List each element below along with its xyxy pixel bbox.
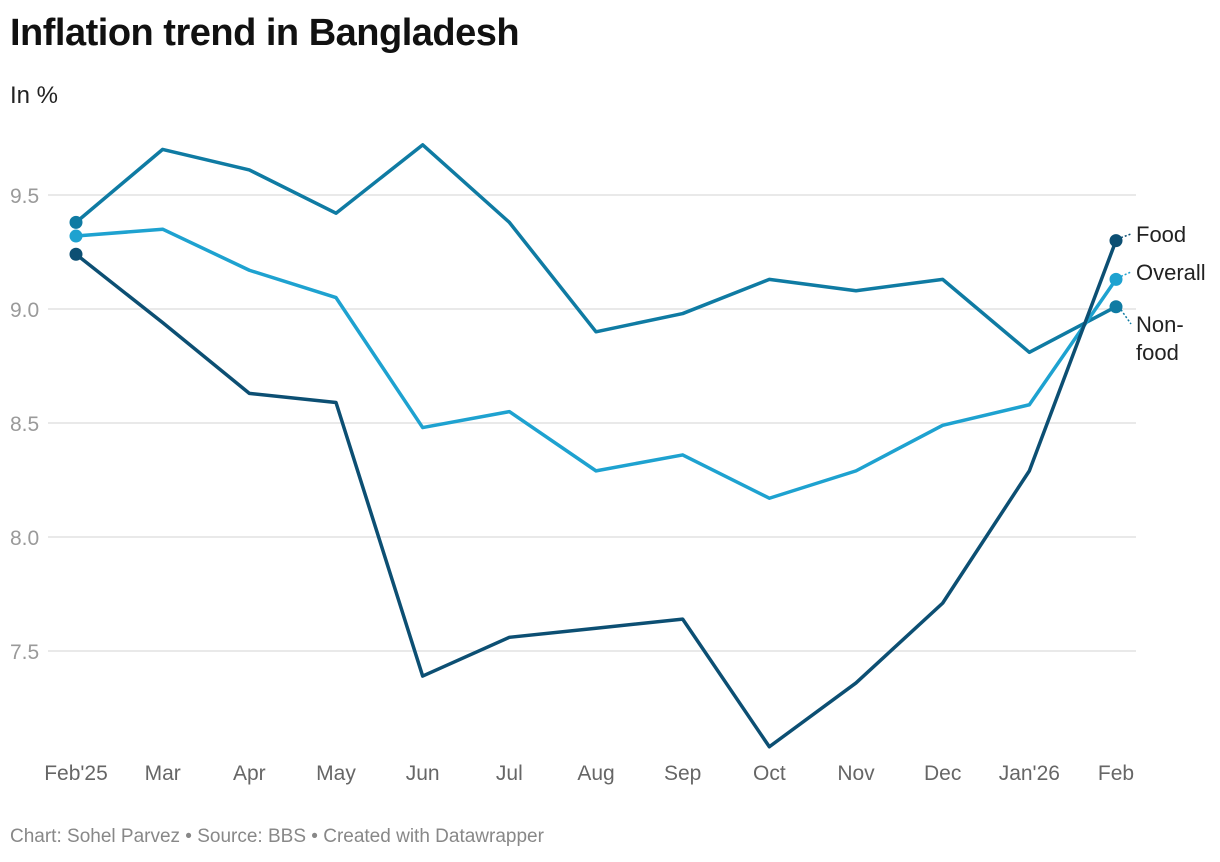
data-point-food [1109, 234, 1123, 248]
data-point-overall [1109, 272, 1123, 286]
tick-label-bg [8, 411, 48, 435]
data-point-non-food [69, 215, 83, 229]
data-point-non-food [1109, 300, 1123, 314]
y-tick-label: 8.0 [10, 527, 39, 550]
x-tick-label: Oct [753, 762, 786, 785]
data-point-food [69, 247, 83, 261]
tick-label-bg [8, 525, 48, 549]
chart-title: Inflation trend in Bangladesh [10, 12, 520, 54]
x-tick-label: Jul [496, 762, 523, 785]
label-connector [1120, 309, 1132, 325]
y-tick-label: 7.5 [10, 641, 39, 664]
tick-label-bg [8, 183, 48, 207]
series-label-non-food: food [1136, 340, 1179, 365]
data-point-overall [69, 229, 83, 243]
series-label-non-food: Non- [1136, 312, 1184, 337]
series-line-food [74, 239, 1118, 749]
label-connector [1120, 271, 1132, 278]
series-label-overall: Overall [1136, 260, 1206, 285]
x-tick-label: Dec [924, 762, 961, 785]
y-tick-label: 9.5 [10, 185, 39, 208]
label-connector [1120, 233, 1132, 239]
chart-footer: Chart: Sohel Parvez • Source: BBS • Crea… [10, 826, 544, 847]
series-label-food: Food [1136, 222, 1186, 247]
tick-label-bg [8, 639, 48, 663]
x-tick-label: Mar [145, 762, 181, 785]
tick-label-bg [8, 297, 48, 321]
series-line-overall [75, 227, 1118, 500]
x-tick-label: Aug [577, 762, 614, 785]
x-tick-label: Nov [837, 762, 875, 785]
y-tick-label: 8.5 [10, 413, 39, 436]
y-tick-label: 9.0 [10, 299, 39, 322]
x-tick-label: Feb [1098, 762, 1134, 785]
x-tick-label: Jan'26 [999, 762, 1060, 785]
x-tick-label: Sep [664, 762, 701, 785]
chart-subtitle: In % [10, 82, 59, 109]
x-tick-label: Apr [233, 762, 266, 785]
series-line-non-food [74, 143, 1117, 355]
x-tick-label: Jun [406, 762, 440, 785]
x-tick-label: Feb'25 [44, 762, 108, 785]
x-tick-label: May [316, 762, 356, 785]
